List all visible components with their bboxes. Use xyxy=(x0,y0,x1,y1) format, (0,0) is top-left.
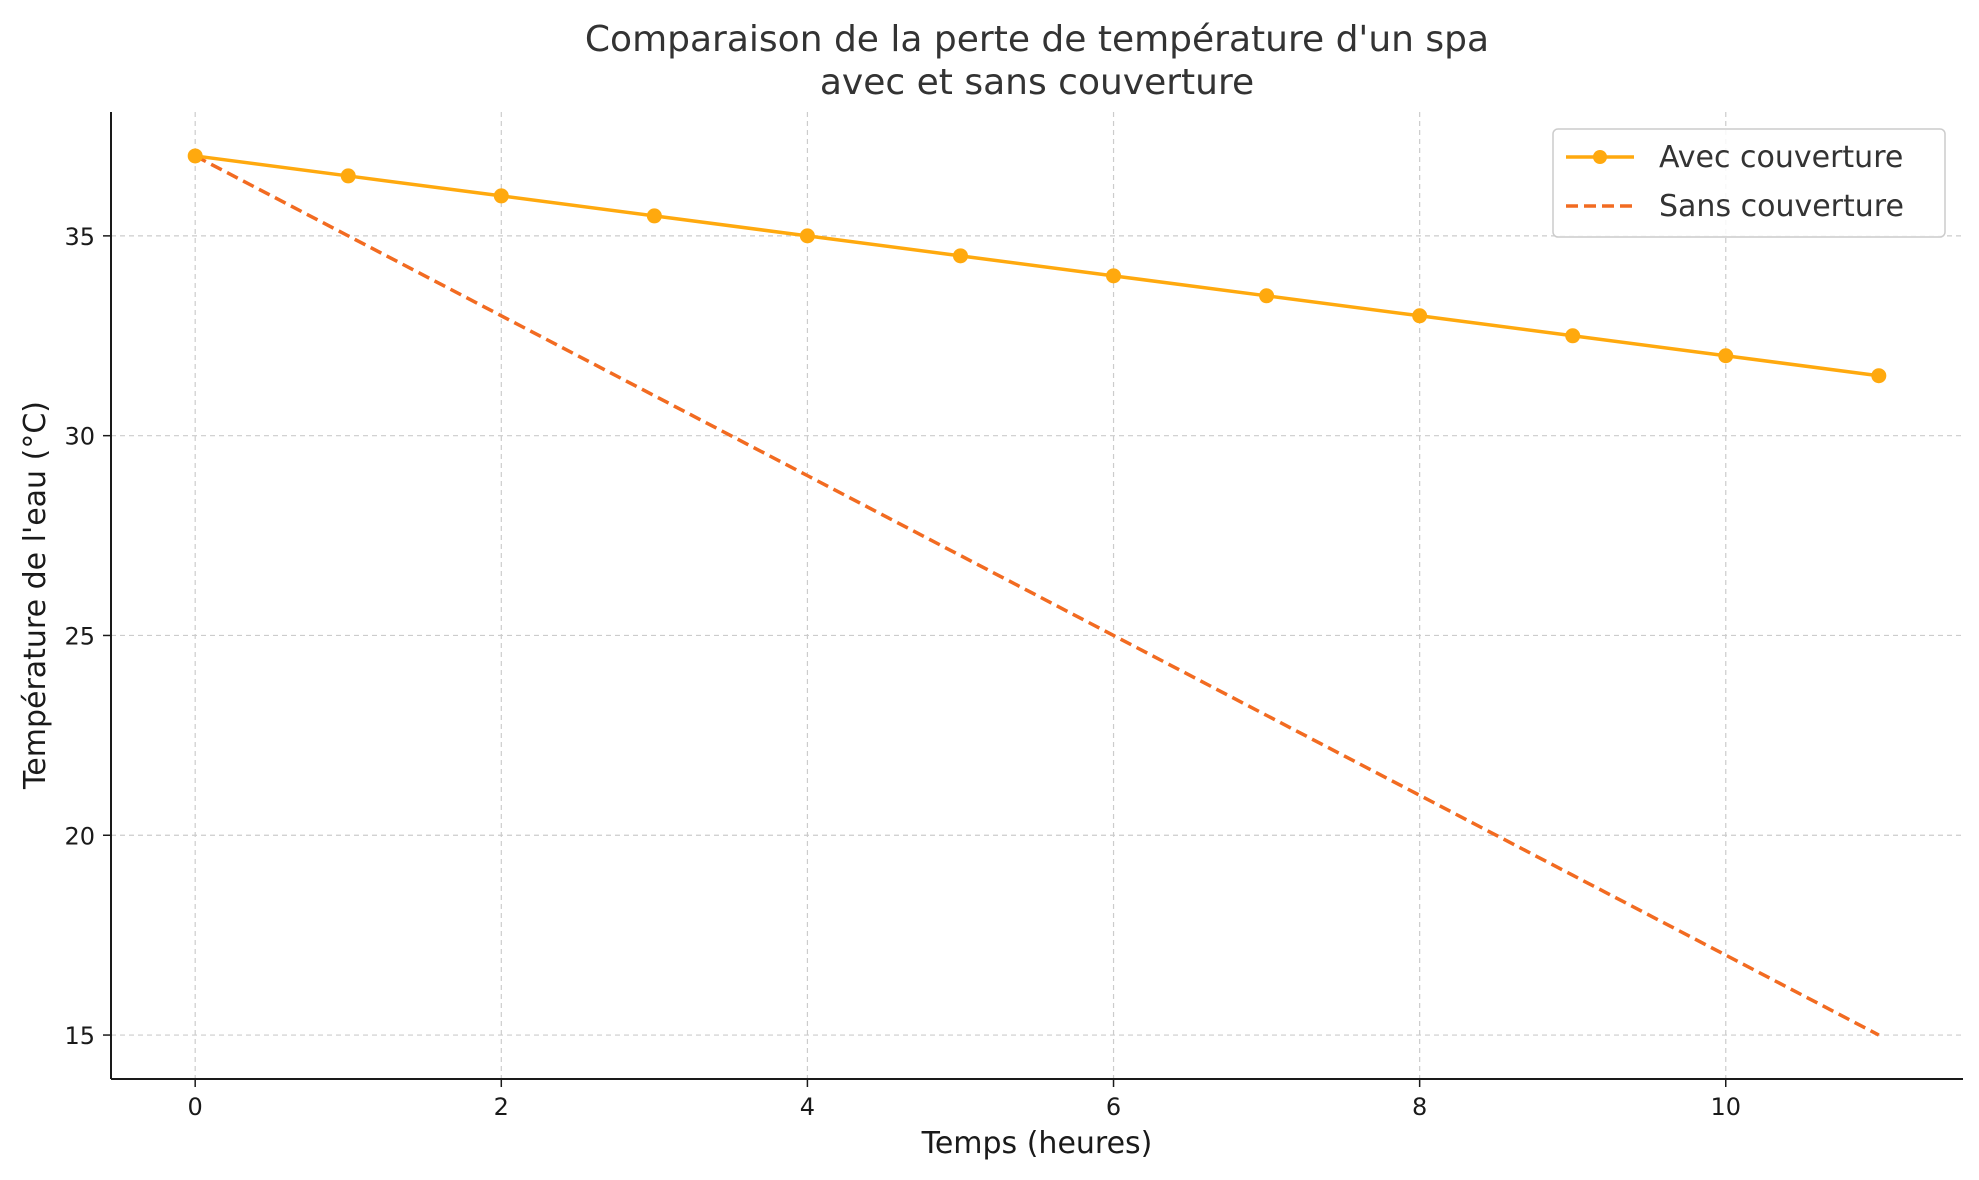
y-tick-label: 30 xyxy=(64,423,95,451)
x-tick-label: 0 xyxy=(188,1093,203,1121)
data-point-avec-couverture xyxy=(1106,268,1122,284)
data-point-avec-couverture xyxy=(1412,308,1428,324)
x-tick-label: 8 xyxy=(1412,1093,1427,1121)
series-line-avec-couverture xyxy=(194,154,1880,378)
y-axis-label: Température de l'eau (°C) xyxy=(18,401,53,790)
series-layer xyxy=(187,148,1887,1037)
data-point-avec-couverture xyxy=(1718,348,1734,364)
legend: Avec couverture Sans couverture xyxy=(1552,128,1946,238)
legend-marker-avec xyxy=(1593,150,1607,164)
x-tick-label: 10 xyxy=(1710,1093,1741,1121)
x-tick-label: 4 xyxy=(800,1093,815,1121)
chart-title-line1: Comparaison de la perte de température d… xyxy=(585,19,1489,60)
data-point-avec-couverture xyxy=(952,248,968,264)
x-tick-label: 2 xyxy=(494,1093,509,1121)
data-point-avec-couverture xyxy=(493,188,509,204)
legend-box xyxy=(1552,128,1946,238)
data-point-avec-couverture xyxy=(187,148,203,164)
axis-ticks: 0 2 4 6 8 10 15 20 25 30 35 xyxy=(64,223,1741,1121)
legend-label-avec: Avec couverture xyxy=(1659,140,1903,175)
data-point-avec-couverture xyxy=(1565,328,1581,344)
data-point-avec-couverture xyxy=(799,228,815,244)
data-point-avec-couverture xyxy=(340,168,356,184)
x-tick-label: 6 xyxy=(1106,1093,1121,1121)
legend-label-sans: Sans couverture xyxy=(1659,189,1904,224)
data-point-avec-couverture xyxy=(1259,288,1275,304)
x-axis-label: Temps (heures) xyxy=(921,1126,1153,1161)
series-line-sans-couverture xyxy=(194,154,1880,1037)
y-tick-label: 15 xyxy=(64,1022,95,1050)
data-point-avec-couverture xyxy=(1871,368,1887,384)
chart-title-line2: avec et sans couverture xyxy=(820,62,1254,103)
y-tick-label: 25 xyxy=(64,622,95,650)
y-tick-label: 35 xyxy=(64,223,95,251)
data-point-avec-couverture xyxy=(646,208,662,224)
y-tick-label: 20 xyxy=(64,822,95,850)
